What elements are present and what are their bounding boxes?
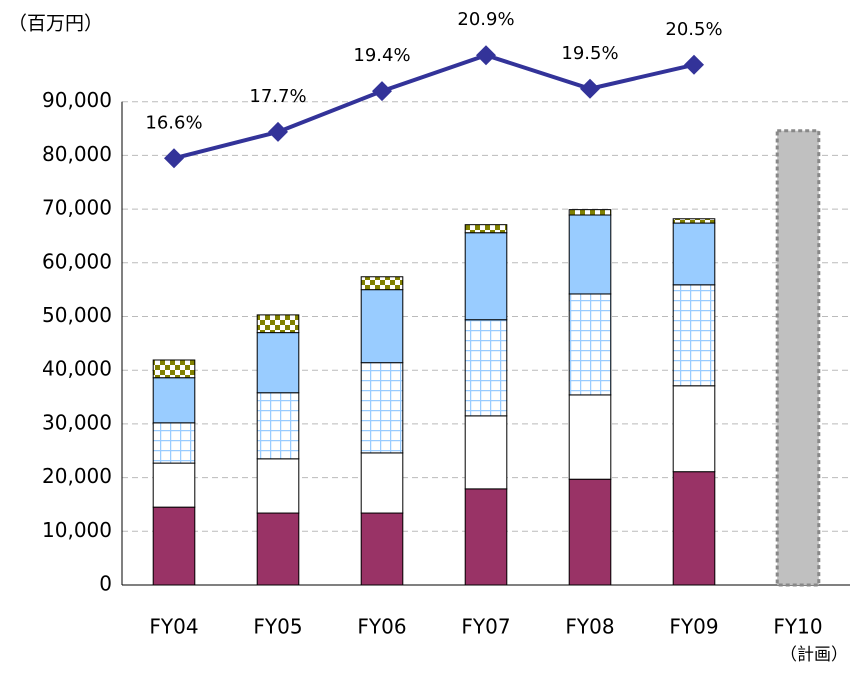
bar-segment	[464, 415, 508, 490]
bar-segment	[568, 394, 612, 480]
bar-segment	[672, 471, 716, 586]
data-label: 19.5%	[561, 43, 618, 64]
annotation: （計画）	[780, 645, 848, 665]
data-label: 20.9%	[457, 9, 514, 30]
bar-segment	[360, 452, 404, 514]
y-axis-label: （百万円）	[8, 13, 103, 35]
bar-segment	[568, 478, 612, 586]
bar-segment	[672, 284, 716, 387]
y-tick-label: 10,000	[42, 518, 112, 542]
y-tick-label: 80,000	[42, 142, 112, 166]
bar-segment	[568, 293, 612, 396]
bar-segment	[775, 129, 821, 587]
y-tick-label: 30,000	[42, 410, 112, 434]
line-marker	[164, 148, 184, 169]
bar-segment	[256, 512, 300, 586]
line-marker	[580, 78, 600, 99]
bar-segment	[464, 232, 508, 321]
x-tick-label: FY07	[461, 615, 510, 639]
bar-segment	[152, 422, 196, 464]
bar-segment	[568, 209, 612, 216]
bar-segment	[568, 214, 612, 295]
bar-segment	[152, 359, 196, 379]
line-marker	[268, 121, 288, 142]
bar-segment	[256, 392, 300, 460]
bar-segment	[672, 222, 716, 286]
bar-segment	[464, 319, 508, 417]
x-tick-label: FY04	[149, 615, 198, 639]
x-tick-label: FY10	[773, 615, 822, 639]
bar-segment	[360, 512, 404, 586]
bar-segment	[360, 276, 404, 291]
bar-segment	[256, 332, 300, 394]
y-tick-label: 20,000	[42, 464, 112, 488]
data-label: 19.4%	[353, 45, 410, 66]
x-tick-label: FY06	[357, 615, 406, 639]
bar-segment	[360, 289, 404, 364]
data-label: 17.7%	[249, 86, 306, 107]
data-label: 16.6%	[145, 112, 202, 133]
line	[173, 53, 695, 161]
line-marker	[684, 54, 704, 75]
y-tick-label: 40,000	[42, 357, 112, 381]
bar-segment	[256, 314, 300, 334]
bar-segment	[464, 224, 508, 234]
bar-segment	[256, 458, 300, 514]
bar-segment	[672, 385, 716, 473]
bar-segment	[464, 488, 508, 586]
y-tick-label: 50,000	[42, 303, 112, 327]
y-tick-label: 70,000	[42, 196, 112, 220]
y-tick-label: 0	[99, 572, 112, 596]
data-label: 20.5%	[665, 19, 722, 40]
line-marker	[372, 81, 392, 102]
line-marker	[476, 45, 496, 66]
bar-segment	[152, 506, 196, 586]
bar-segment	[360, 362, 404, 454]
bar-segment	[672, 218, 716, 224]
x-tick-label: FY05	[253, 615, 302, 639]
x-tick-label: FY08	[565, 615, 614, 639]
y-tick-label: 90,000	[42, 88, 112, 112]
bar-segment	[152, 462, 196, 508]
y-tick-label: 60,000	[42, 249, 112, 273]
x-tick-label: FY09	[669, 615, 718, 639]
bar-segment	[152, 377, 196, 424]
